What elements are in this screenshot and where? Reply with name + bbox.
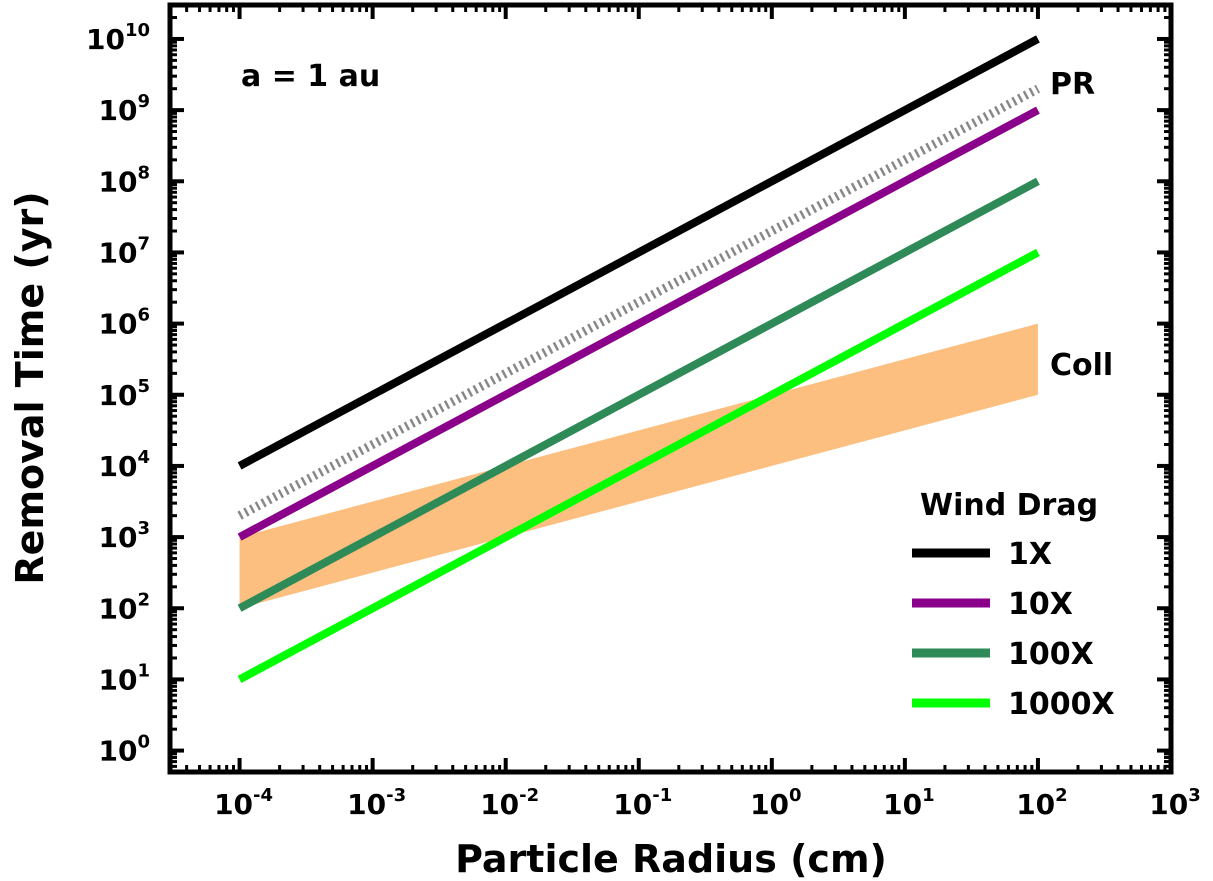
tick-marks — [168, 3, 1173, 774]
tick-label-base: 10 — [86, 23, 125, 56]
tick-label-base: 10 — [613, 788, 652, 821]
tick-label-exponent: -4 — [253, 785, 273, 806]
y-tick-label: 104 — [99, 447, 151, 483]
tick-label-base: 10 — [750, 788, 789, 821]
y-tick-label: 101 — [99, 660, 151, 696]
y-tick-label: 106 — [99, 305, 151, 341]
tick-label-base: 10 — [99, 592, 138, 625]
plot-frame — [167, 2, 1174, 775]
tick-label-exponent: -2 — [519, 785, 539, 806]
axes-frame — [167, 2, 1174, 775]
tick-label-exponent: -1 — [652, 785, 672, 806]
legend-label-1000x: 1000X — [1008, 687, 1115, 722]
y-tick-label: 102 — [99, 589, 151, 625]
x-tick-label: 102 — [1016, 785, 1068, 821]
tick-label-base: 10 — [347, 788, 386, 821]
y-tick-label: 103 — [99, 518, 151, 554]
tick-label-exponent: 1 — [137, 660, 150, 681]
tick-label-exponent: 6 — [137, 305, 150, 326]
y-tick-label: 109 — [99, 91, 151, 127]
x-tick-label: 10-2 — [480, 785, 539, 821]
series-line-1000x — [237, 248, 1040, 683]
tick-label-base: 10 — [883, 788, 922, 821]
tick-label-exponent: 9 — [137, 91, 150, 112]
tick-label-exponent: 0 — [789, 785, 802, 806]
tick-label-exponent: -3 — [386, 785, 406, 806]
tick-label-exponent: 8 — [137, 162, 150, 183]
y-tick-label: 1010 — [86, 20, 150, 56]
tick-label-exponent: 4 — [137, 447, 150, 468]
y-tick-label: 105 — [99, 376, 151, 412]
tick-label-base: 10 — [99, 521, 138, 554]
legend-title: Wind Drag — [920, 488, 1098, 523]
y-axis-title: Removal Time (yr) — [8, 191, 52, 584]
tick-label-exponent: 0 — [137, 732, 150, 753]
x-tick-label: 10-3 — [347, 785, 406, 821]
tick-label-base: 10 — [99, 379, 138, 412]
x-tick-label: 103 — [1149, 785, 1201, 821]
tick-label-exponent: 7 — [137, 233, 150, 254]
x-tick-label: 10-4 — [214, 785, 273, 821]
tick-label-base: 10 — [99, 165, 138, 198]
y-tick-label: 108 — [99, 162, 151, 198]
y-tick-label: 107 — [99, 233, 151, 269]
tick-label-exponent: 10 — [125, 20, 150, 41]
tick-label-base: 10 — [99, 450, 138, 483]
pr-line-layer — [237, 84, 1041, 520]
x-tick-label: 101 — [883, 785, 935, 821]
tick-label-base: 10 — [99, 308, 138, 341]
legend-label-100x: 100X — [1008, 637, 1094, 672]
series-line-1x — [237, 35, 1040, 470]
tick-label-base: 10 — [214, 788, 253, 821]
coll-label: Coll — [1050, 348, 1113, 383]
tick-label-exponent: 3 — [1188, 785, 1201, 806]
tick-labels: 10-4 10-3 10-2 10-1 100 101 102 103100101102103… — [86, 20, 1201, 821]
pr-label: PR — [1050, 67, 1095, 102]
x-tick-label: 10-1 — [613, 785, 672, 821]
tick-label-base: 10 — [99, 94, 138, 127]
pr-line — [237, 84, 1041, 520]
y-tick-label: 100 — [99, 732, 151, 768]
series-line-10x — [237, 106, 1040, 541]
tick-label-base: 10 — [1016, 788, 1055, 821]
series-line-100x — [237, 177, 1040, 612]
tick-label-base: 10 — [1149, 788, 1188, 821]
series-layer — [237, 35, 1040, 683]
tick-label-exponent: 3 — [137, 518, 150, 539]
tick-label-exponent: 2 — [1055, 785, 1068, 806]
orbit-annotation: a = 1 au — [241, 59, 380, 94]
x-tick-label: 100 — [750, 785, 802, 821]
tick-label-exponent: 2 — [137, 589, 150, 610]
tick-label-exponent: 5 — [137, 376, 150, 397]
legend-label-10x: 10X — [1008, 587, 1073, 622]
tick-label-exponent: 1 — [922, 785, 935, 806]
tick-label-base: 10 — [480, 788, 519, 821]
tick-label-base: 10 — [99, 236, 138, 269]
x-axis-title: Particle Radius (cm) — [455, 837, 887, 881]
tick-label-base: 10 — [99, 663, 138, 696]
legend-label-1x: 1X — [1008, 537, 1052, 572]
tick-label-base: 10 — [99, 735, 138, 768]
legend: Wind Drag 1X 10X 100X 1000X — [912, 488, 1115, 722]
